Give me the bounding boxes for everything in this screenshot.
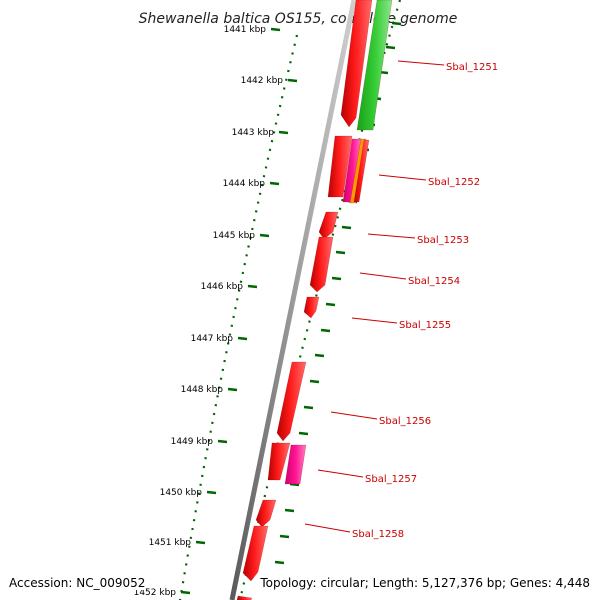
inner-tick (259, 233, 270, 238)
outer-tick (325, 302, 336, 307)
tick-label: 1448 kbp (181, 385, 224, 395)
tick-label: 1451 kbp (149, 538, 192, 548)
cds-arrow (255, 499, 277, 528)
label-leader-line (397, 60, 445, 66)
tick-label: 1443 kbp (232, 128, 275, 138)
gene-label: Sbal_1257 (365, 474, 417, 485)
outer-tick (331, 276, 342, 281)
outer-tick (309, 379, 320, 384)
gene-label: Sbal_1256 (379, 416, 431, 427)
gene-label: Sbal_1254 (408, 276, 460, 287)
inner-tick (227, 387, 238, 392)
tick-label: 1450 kbp (160, 488, 203, 498)
inner-tick (247, 284, 258, 289)
gene-labels: Sbal_1251 Sbal_1252 Sbal_1253 Sbal_1254 Sbal… (352, 62, 498, 540)
cds-arrow (242, 525, 269, 582)
outer-tick (335, 250, 346, 255)
tick-label: 1449 kbp (171, 437, 214, 447)
outer-tick (289, 482, 300, 487)
label-leader-line (367, 233, 416, 239)
outer-tick (341, 225, 352, 230)
tick-label: 1441 kbp (224, 25, 267, 35)
outer-tick (320, 328, 331, 333)
label-leader-line (317, 469, 364, 478)
cds-arrow (353, 139, 370, 203)
scale-ticks: 1441 kbp 1442 kbp 1443 kbp 1444 kbp 1445 kbp… (134, 21, 402, 598)
gene-label: Sbal_1251 (446, 62, 498, 73)
outer-tick (314, 353, 325, 358)
cds-arrow (284, 444, 307, 485)
label-leader-line (304, 523, 351, 533)
label-leader-line (359, 272, 407, 280)
gene-label: Sbal_1255 (399, 320, 451, 331)
cds-arrow (309, 236, 334, 293)
cds-arrow (276, 361, 307, 442)
inner-tick (278, 130, 289, 135)
outer-tick (391, 21, 402, 26)
cds-arrow (340, 0, 373, 128)
gene-label: Sbal_1258 (352, 529, 404, 540)
label-leader-line (378, 174, 427, 181)
tick-label: 1447 kbp (191, 334, 234, 344)
accession-text: Accession: NC_009052 (9, 576, 146, 590)
inner-tick (269, 181, 280, 186)
tick-label: 1442 kbp (241, 76, 284, 86)
map-title: Shewanella baltica OS155, complete genom… (139, 11, 458, 27)
inner-tick (217, 439, 228, 444)
inner-tick (270, 27, 281, 32)
tick-label: 1445 kbp (213, 231, 256, 241)
outer-tick (385, 45, 396, 50)
inner-tick (206, 490, 217, 495)
gene-label: Sbal_1253 (417, 235, 469, 246)
outer-tick (284, 508, 295, 513)
cds-arrow (236, 595, 253, 600)
outer-tick (298, 431, 309, 436)
tick-label: 1444 kbp (223, 179, 266, 189)
label-leaders (304, 60, 445, 533)
similarity-block (356, 0, 393, 131)
outer-tick (279, 534, 290, 539)
inner-tick (195, 540, 206, 545)
tick-label: 1446 kbp (201, 282, 244, 292)
cds-arrow (267, 442, 291, 481)
feature-track (236, 0, 393, 600)
label-leader-line (351, 317, 398, 324)
outer-tick (274, 560, 285, 565)
cds-arrow (318, 211, 339, 240)
tick-label: 1452 kbp (134, 588, 177, 598)
genome-backbone (229, 0, 357, 600)
inner-ruler-dotted (178, 34, 299, 600)
cds-arrow (303, 296, 320, 319)
inner-tick (287, 78, 298, 83)
cds-arrow (327, 135, 353, 198)
gene-label: Sbal_1252 (428, 177, 480, 188)
inner-tick (237, 336, 248, 341)
outer-tick (303, 405, 314, 410)
inner-tick (180, 590, 191, 595)
label-leader-line (330, 411, 378, 420)
topology-text: Topology: circular; Length: 5,127,376 bp… (260, 576, 590, 590)
